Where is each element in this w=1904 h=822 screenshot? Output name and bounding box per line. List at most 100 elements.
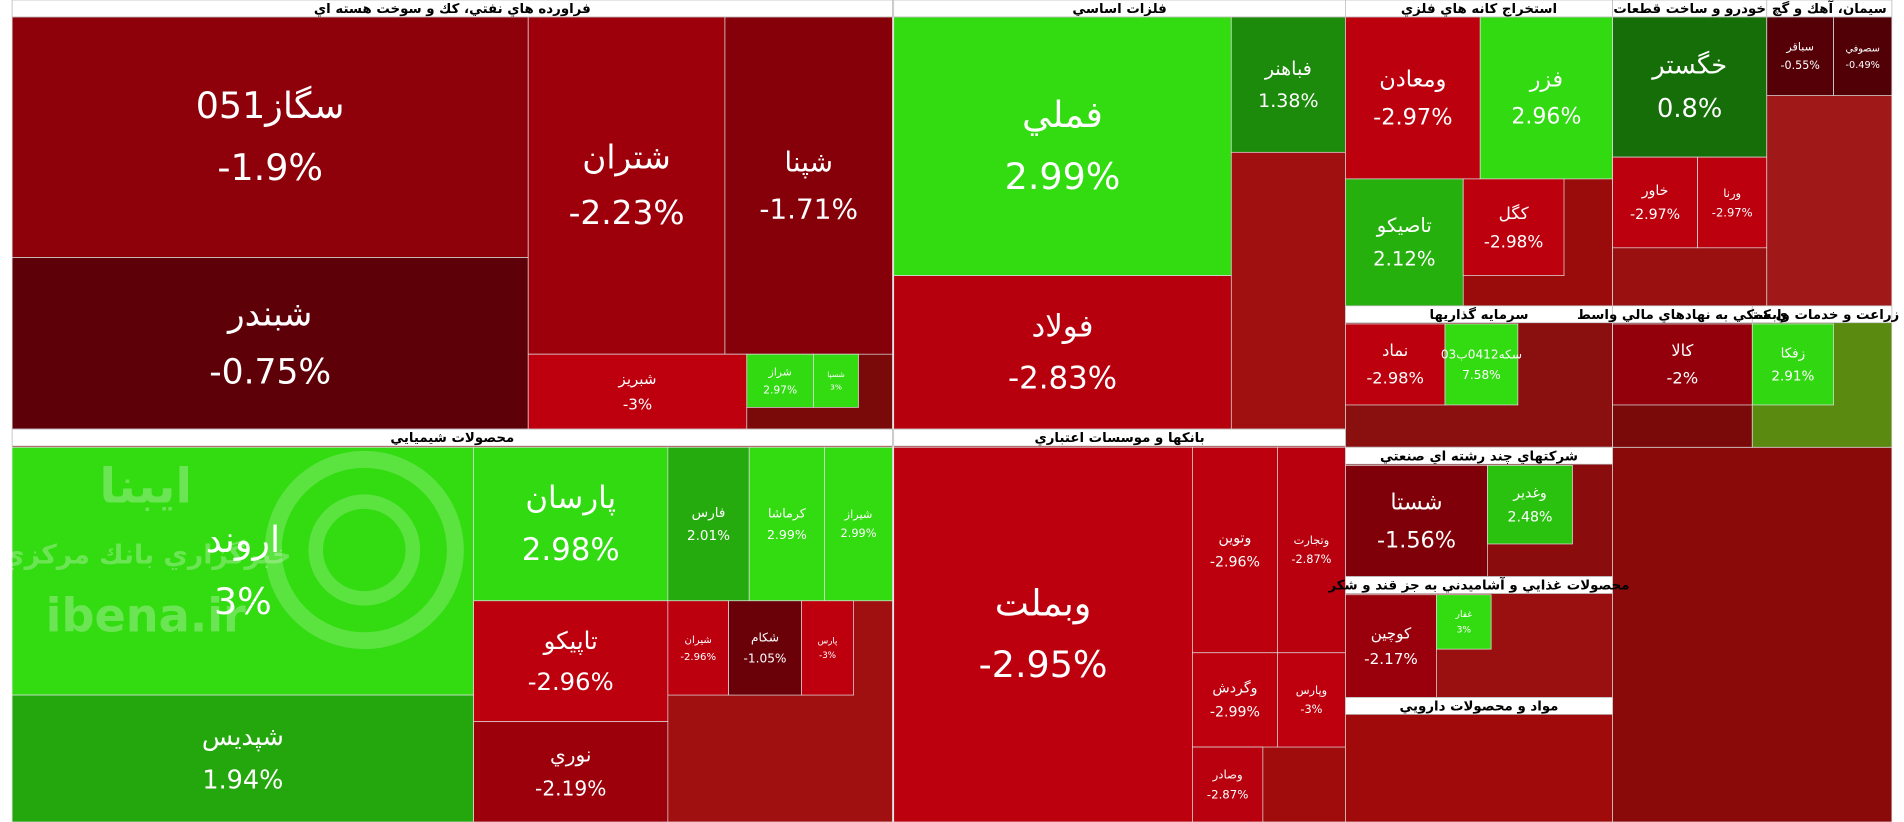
tile-name: نماد [1382, 341, 1408, 360]
tile-name: وصادر [1212, 768, 1243, 783]
tile-change: -0.55% [1781, 59, 1820, 72]
tile [893, 275, 1232, 430]
tile-name: شيراز [844, 508, 873, 522]
sector-header: محصولات شيميايي [390, 431, 514, 446]
tile-change: -2.23% [569, 194, 685, 232]
tile-change: 2.96% [1511, 105, 1581, 130]
tile [11, 446, 474, 696]
tile-change: -0.75% [209, 353, 331, 393]
sector-header-bg [1766, 0, 1893, 18]
tile [1462, 178, 1565, 276]
tile-change: -2.96% [528, 668, 614, 696]
sector-header: فلزات اساسي [1072, 2, 1166, 17]
tile-change: 2.98% [522, 532, 620, 568]
tile [11, 16, 529, 258]
tile-name: كگل [1499, 203, 1529, 223]
tile [527, 353, 748, 430]
tile-change: -2.19% [535, 776, 606, 800]
tile-change: 1.38% [1258, 90, 1318, 112]
tile-name: وپارس [1296, 684, 1327, 698]
tile-name: خاور [1641, 183, 1669, 199]
sector-header-bg [1345, 576, 1613, 594]
tile [1277, 446, 1346, 654]
tile-change: 2.99% [841, 527, 877, 540]
tile-change: -3% [623, 396, 652, 414]
sector-header-bg [1345, 446, 1613, 465]
sector-header: مواد و محصولات دارويي [1400, 700, 1559, 715]
sector-area [1345, 697, 1613, 822]
tile-change: -1.71% [759, 193, 858, 226]
tile [1345, 323, 1446, 406]
sector-header: بانكها و موسسات اعتباري [1035, 431, 1205, 446]
tile-name: غفار [1455, 610, 1473, 620]
tile-change: -2.87% [1291, 553, 1331, 566]
tile-name: كرماشا [768, 506, 806, 522]
tile [1751, 323, 1834, 406]
tile [11, 257, 529, 430]
tile-name: شپديس [202, 721, 284, 751]
watermark-logo [308, 494, 421, 606]
tile-name: نوري [550, 742, 592, 767]
tile [1612, 16, 1768, 158]
tile [893, 16, 1232, 276]
sector-header: سرمايه گذاريها [1430, 306, 1529, 323]
sector-header: سيمان، آهك و گچ [1772, 0, 1887, 17]
watermark-brand: ايبنا [99, 459, 192, 515]
tile-name: سباقر [1785, 40, 1814, 53]
tile-change: -1.56% [1377, 528, 1456, 554]
sector-header-bg [1345, 697, 1613, 715]
tile-change: -2.97% [1373, 105, 1452, 131]
tile-name: وبملت [995, 582, 1092, 625]
tile-name: ومعادن [1379, 67, 1446, 93]
tiles: سگاز051 -1.9% شبندر -0.75% شتران -2.23% شپنا -1… [11, 0, 1899, 822]
tile [1444, 323, 1519, 406]
tile [813, 353, 859, 408]
tile [667, 446, 750, 602]
sector-header: فراورده هاي نفتي، كك و سوخت هسته اي [314, 2, 591, 17]
tile-name: شبريز [618, 370, 657, 388]
tile-name: فولاد [1032, 308, 1094, 344]
tile [473, 721, 669, 822]
tile-name: وگردش [1212, 680, 1257, 697]
tile-change: -0.49% [1846, 60, 1880, 71]
tile [1345, 594, 1437, 698]
tile [1345, 465, 1488, 577]
tile-change: -2.99% [1210, 705, 1260, 721]
tile-change: -2.96% [680, 652, 716, 663]
tile-name: كالا [1671, 341, 1693, 360]
sector-header: زراعت و خدمات وابسته [1745, 308, 1899, 323]
tile [1612, 323, 1753, 406]
tile [1833, 16, 1893, 96]
tile [1192, 446, 1278, 654]
tile [824, 446, 893, 602]
tile-change: -2% [1667, 369, 1699, 388]
tile [728, 600, 802, 696]
tile [473, 446, 669, 602]
tile-name: سكه0412ب03 [1441, 347, 1522, 361]
tile [1766, 16, 1834, 96]
tile-change: 2.99% [767, 527, 807, 542]
tile [748, 446, 825, 602]
tile [11, 694, 474, 822]
sector-header-bg [1612, 305, 1753, 324]
tile-name: تاپيكو [543, 627, 598, 655]
tile-change: -2.87% [1207, 788, 1248, 802]
watermark-logo [264, 450, 464, 650]
watermark-site: ibena.ir [46, 588, 246, 642]
tile-name: سگاز051 [196, 84, 345, 127]
tile-name: زفكا [1781, 346, 1806, 362]
tile [1192, 746, 1264, 822]
tile [893, 446, 1193, 822]
tile-name: خگستر [1650, 51, 1727, 81]
tile-name: فباهنر [1264, 58, 1312, 80]
tile-change: -3% [819, 651, 836, 661]
sector-header: خودرو و ساخت قطعات [1613, 2, 1766, 17]
tile-change: -2.98% [1366, 369, 1424, 388]
tile [527, 16, 726, 355]
sector-header: ي كمكي به نهادهاي مالي واسط [1577, 308, 1788, 323]
tile-name: تاصيكو [1376, 214, 1432, 237]
tile-change: 3% [1457, 626, 1472, 636]
tile-name: وغدير [1512, 485, 1546, 501]
tile [1345, 16, 1481, 180]
